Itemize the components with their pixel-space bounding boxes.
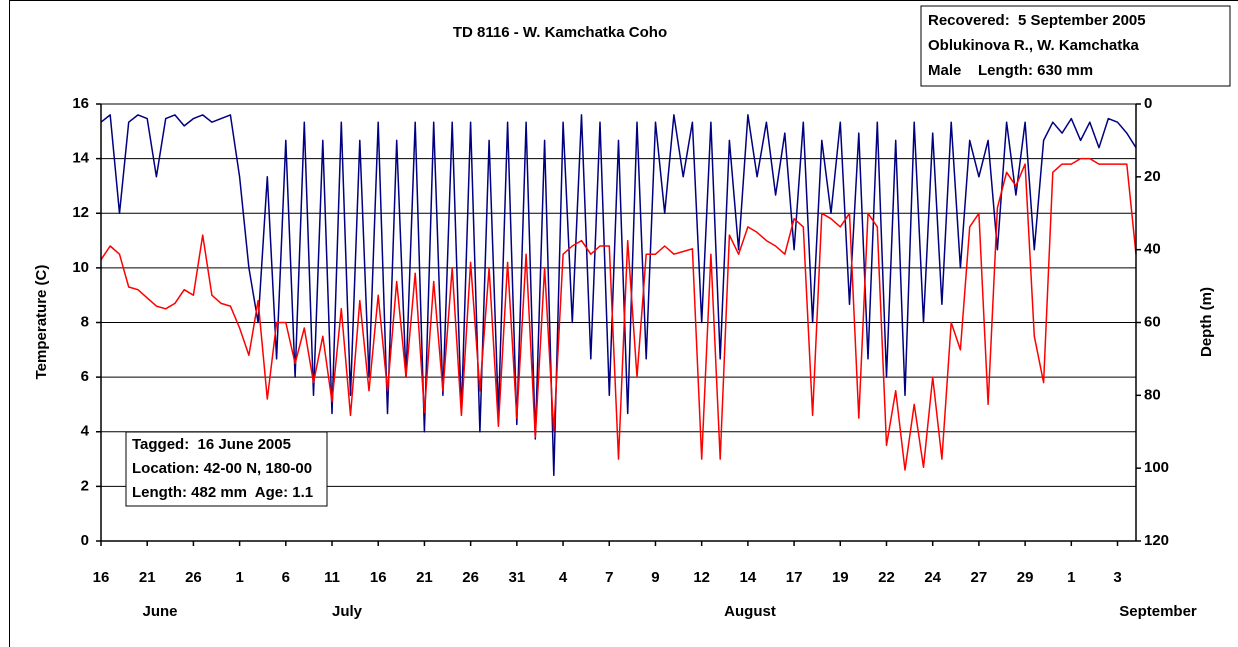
x-tick-label: 21 bbox=[139, 569, 156, 586]
x-tick-label: 16 bbox=[93, 569, 110, 586]
annotation: Recovered: 5 September 2005 bbox=[928, 12, 1146, 29]
x-tick-label: 1 bbox=[235, 569, 243, 586]
x-tick-label: 1 bbox=[1067, 569, 1075, 586]
x-tick-label: 4 bbox=[559, 569, 568, 586]
x-tick-label: 19 bbox=[832, 569, 849, 586]
y2-tick-label: 20 bbox=[1144, 168, 1161, 185]
y-tick-label: 10 bbox=[72, 259, 89, 276]
x-tick-label: 29 bbox=[1017, 569, 1034, 586]
annotation: Location: 42-00 N, 180-00 bbox=[132, 460, 312, 477]
y-tick-label: 14 bbox=[72, 150, 89, 167]
y2-tick-label: 40 bbox=[1144, 241, 1161, 258]
x-tick-label: 9 bbox=[651, 569, 659, 586]
month-label: June bbox=[142, 603, 177, 620]
annotation: Oblukinova R., W. Kamchatka bbox=[928, 37, 1140, 54]
y-axis-label: Temperature (C) bbox=[33, 265, 50, 380]
y-tick-label: 16 bbox=[72, 95, 89, 112]
x-tick-label: 6 bbox=[282, 569, 290, 586]
x-tick-label: 26 bbox=[462, 569, 479, 586]
series-line bbox=[100, 157, 1137, 471]
x-tick-label: 14 bbox=[740, 569, 757, 586]
y2-tick-label: 120 bbox=[1144, 532, 1169, 549]
annotation: Length: 482 mm Age: 1.1 bbox=[132, 484, 313, 501]
y2-tick-label: 0 bbox=[1144, 95, 1152, 112]
x-tick-label: 24 bbox=[924, 569, 941, 586]
y2-tick-label: 100 bbox=[1144, 459, 1169, 476]
y-tick-label: 0 bbox=[81, 532, 89, 549]
annotation: Tagged: 16 June 2005 bbox=[132, 436, 291, 453]
y-tick-label: 8 bbox=[81, 313, 89, 330]
x-tick-label: 3 bbox=[1113, 569, 1121, 586]
x-tick-label: 31 bbox=[509, 569, 526, 586]
month-label: August bbox=[724, 603, 776, 620]
y-tick-label: 2 bbox=[81, 477, 89, 494]
x-tick-label: 7 bbox=[605, 569, 613, 586]
x-tick-label: 11 bbox=[324, 569, 340, 586]
x-tick-label: 16 bbox=[370, 569, 387, 586]
tagged-box bbox=[125, 431, 328, 507]
y2-axis-label: Depth (m) bbox=[1198, 287, 1215, 357]
y-tick-label: 12 bbox=[72, 204, 89, 221]
recovered-box bbox=[920, 5, 1231, 87]
annotation: Male Length: 630 mm bbox=[928, 62, 1093, 79]
x-tick-label: 26 bbox=[185, 569, 202, 586]
x-tick-label: 21 bbox=[416, 569, 433, 586]
month-label: July bbox=[332, 603, 363, 620]
x-tick-label: 27 bbox=[971, 569, 988, 586]
series-line bbox=[100, 114, 1137, 477]
month-label: September bbox=[1119, 603, 1197, 620]
y2-tick-label: 80 bbox=[1144, 386, 1161, 403]
x-tick-label: 17 bbox=[786, 569, 803, 586]
y2-tick-label: 60 bbox=[1144, 313, 1161, 330]
y-tick-label: 4 bbox=[81, 423, 90, 440]
chart-title: TD 8116 - W. Kamchatka Coho bbox=[453, 24, 667, 41]
y-tick-label: 6 bbox=[81, 368, 89, 385]
x-tick-label: 22 bbox=[878, 569, 895, 586]
x-tick-label: 12 bbox=[693, 569, 710, 586]
